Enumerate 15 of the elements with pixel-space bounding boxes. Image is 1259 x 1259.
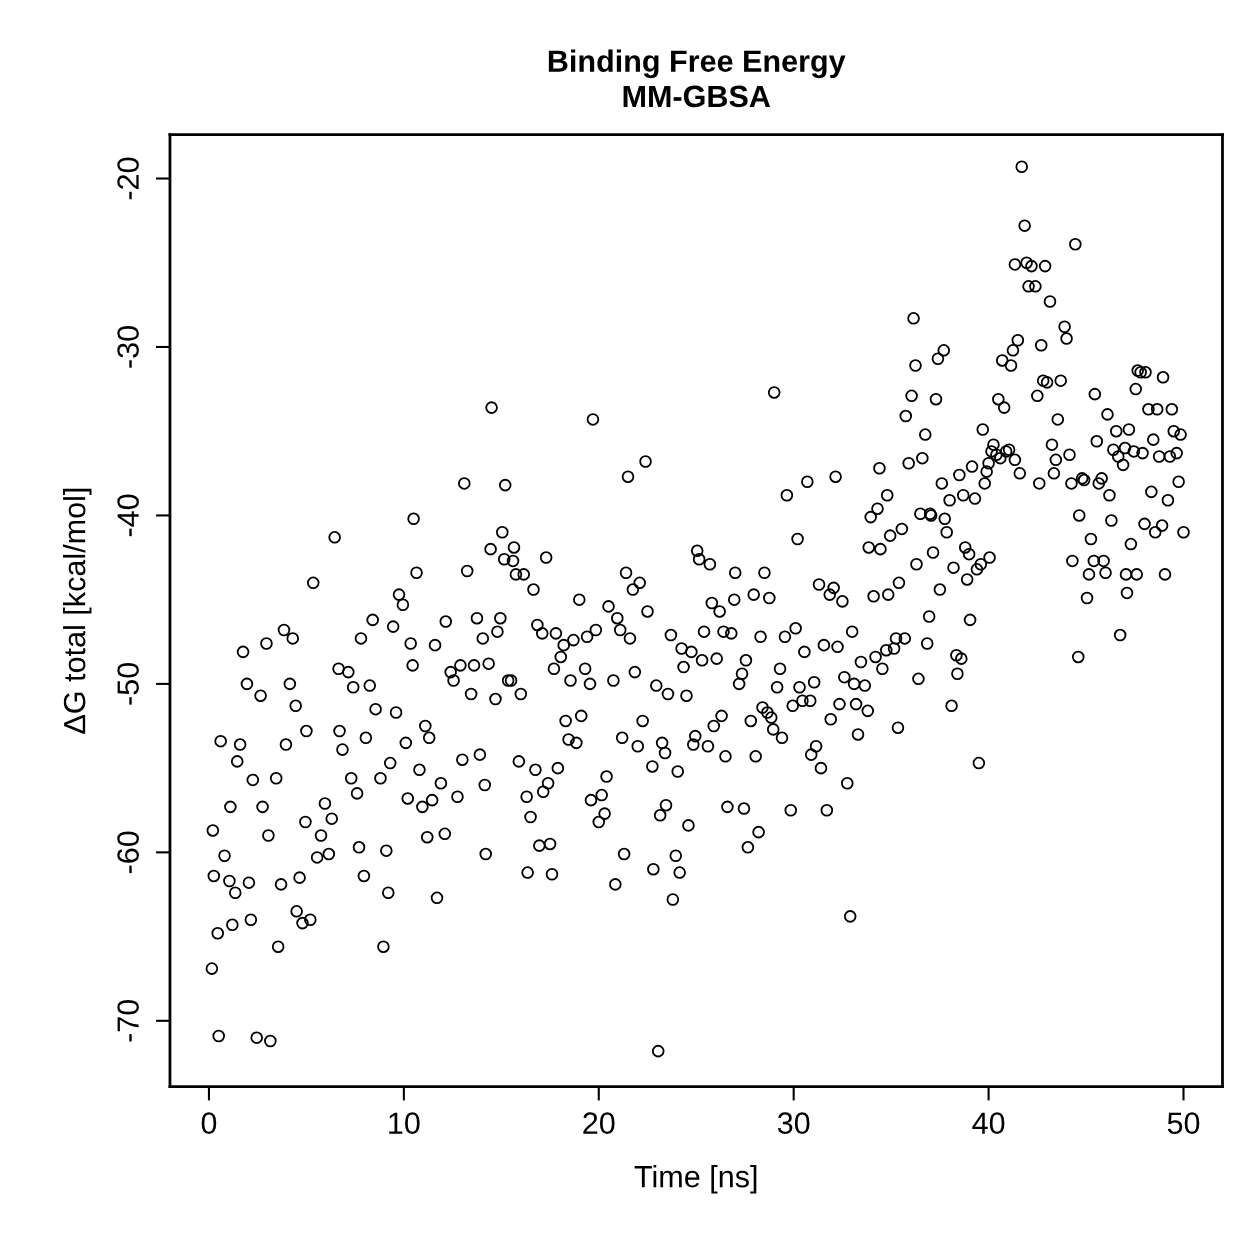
x-tick-label: 20 (583, 1112, 615, 1134)
y-tick-label: -70 (117, 999, 139, 1042)
x-tick-label: 0 (201, 1112, 217, 1134)
x-tick-label: 50 (1167, 1112, 1200, 1134)
y-tick-label: -60 (117, 831, 139, 874)
y-tick-label: -50 (117, 663, 139, 705)
y-tick-label: -40 (117, 494, 139, 537)
chart-title: Binding Free Energy MM-GBSA (548, 49, 846, 108)
x-tick-label: 30 (777, 1112, 810, 1134)
y-tick-label: -30 (117, 326, 139, 368)
x-tick-label: 40 (972, 1112, 1005, 1134)
x-tick-label: 10 (389, 1112, 420, 1134)
x-axis-title: Time [ns] (634, 1165, 757, 1194)
y-axis-title: ΔG total [kcal/mol] (63, 488, 92, 734)
y-tick-label: -20 (117, 157, 139, 200)
